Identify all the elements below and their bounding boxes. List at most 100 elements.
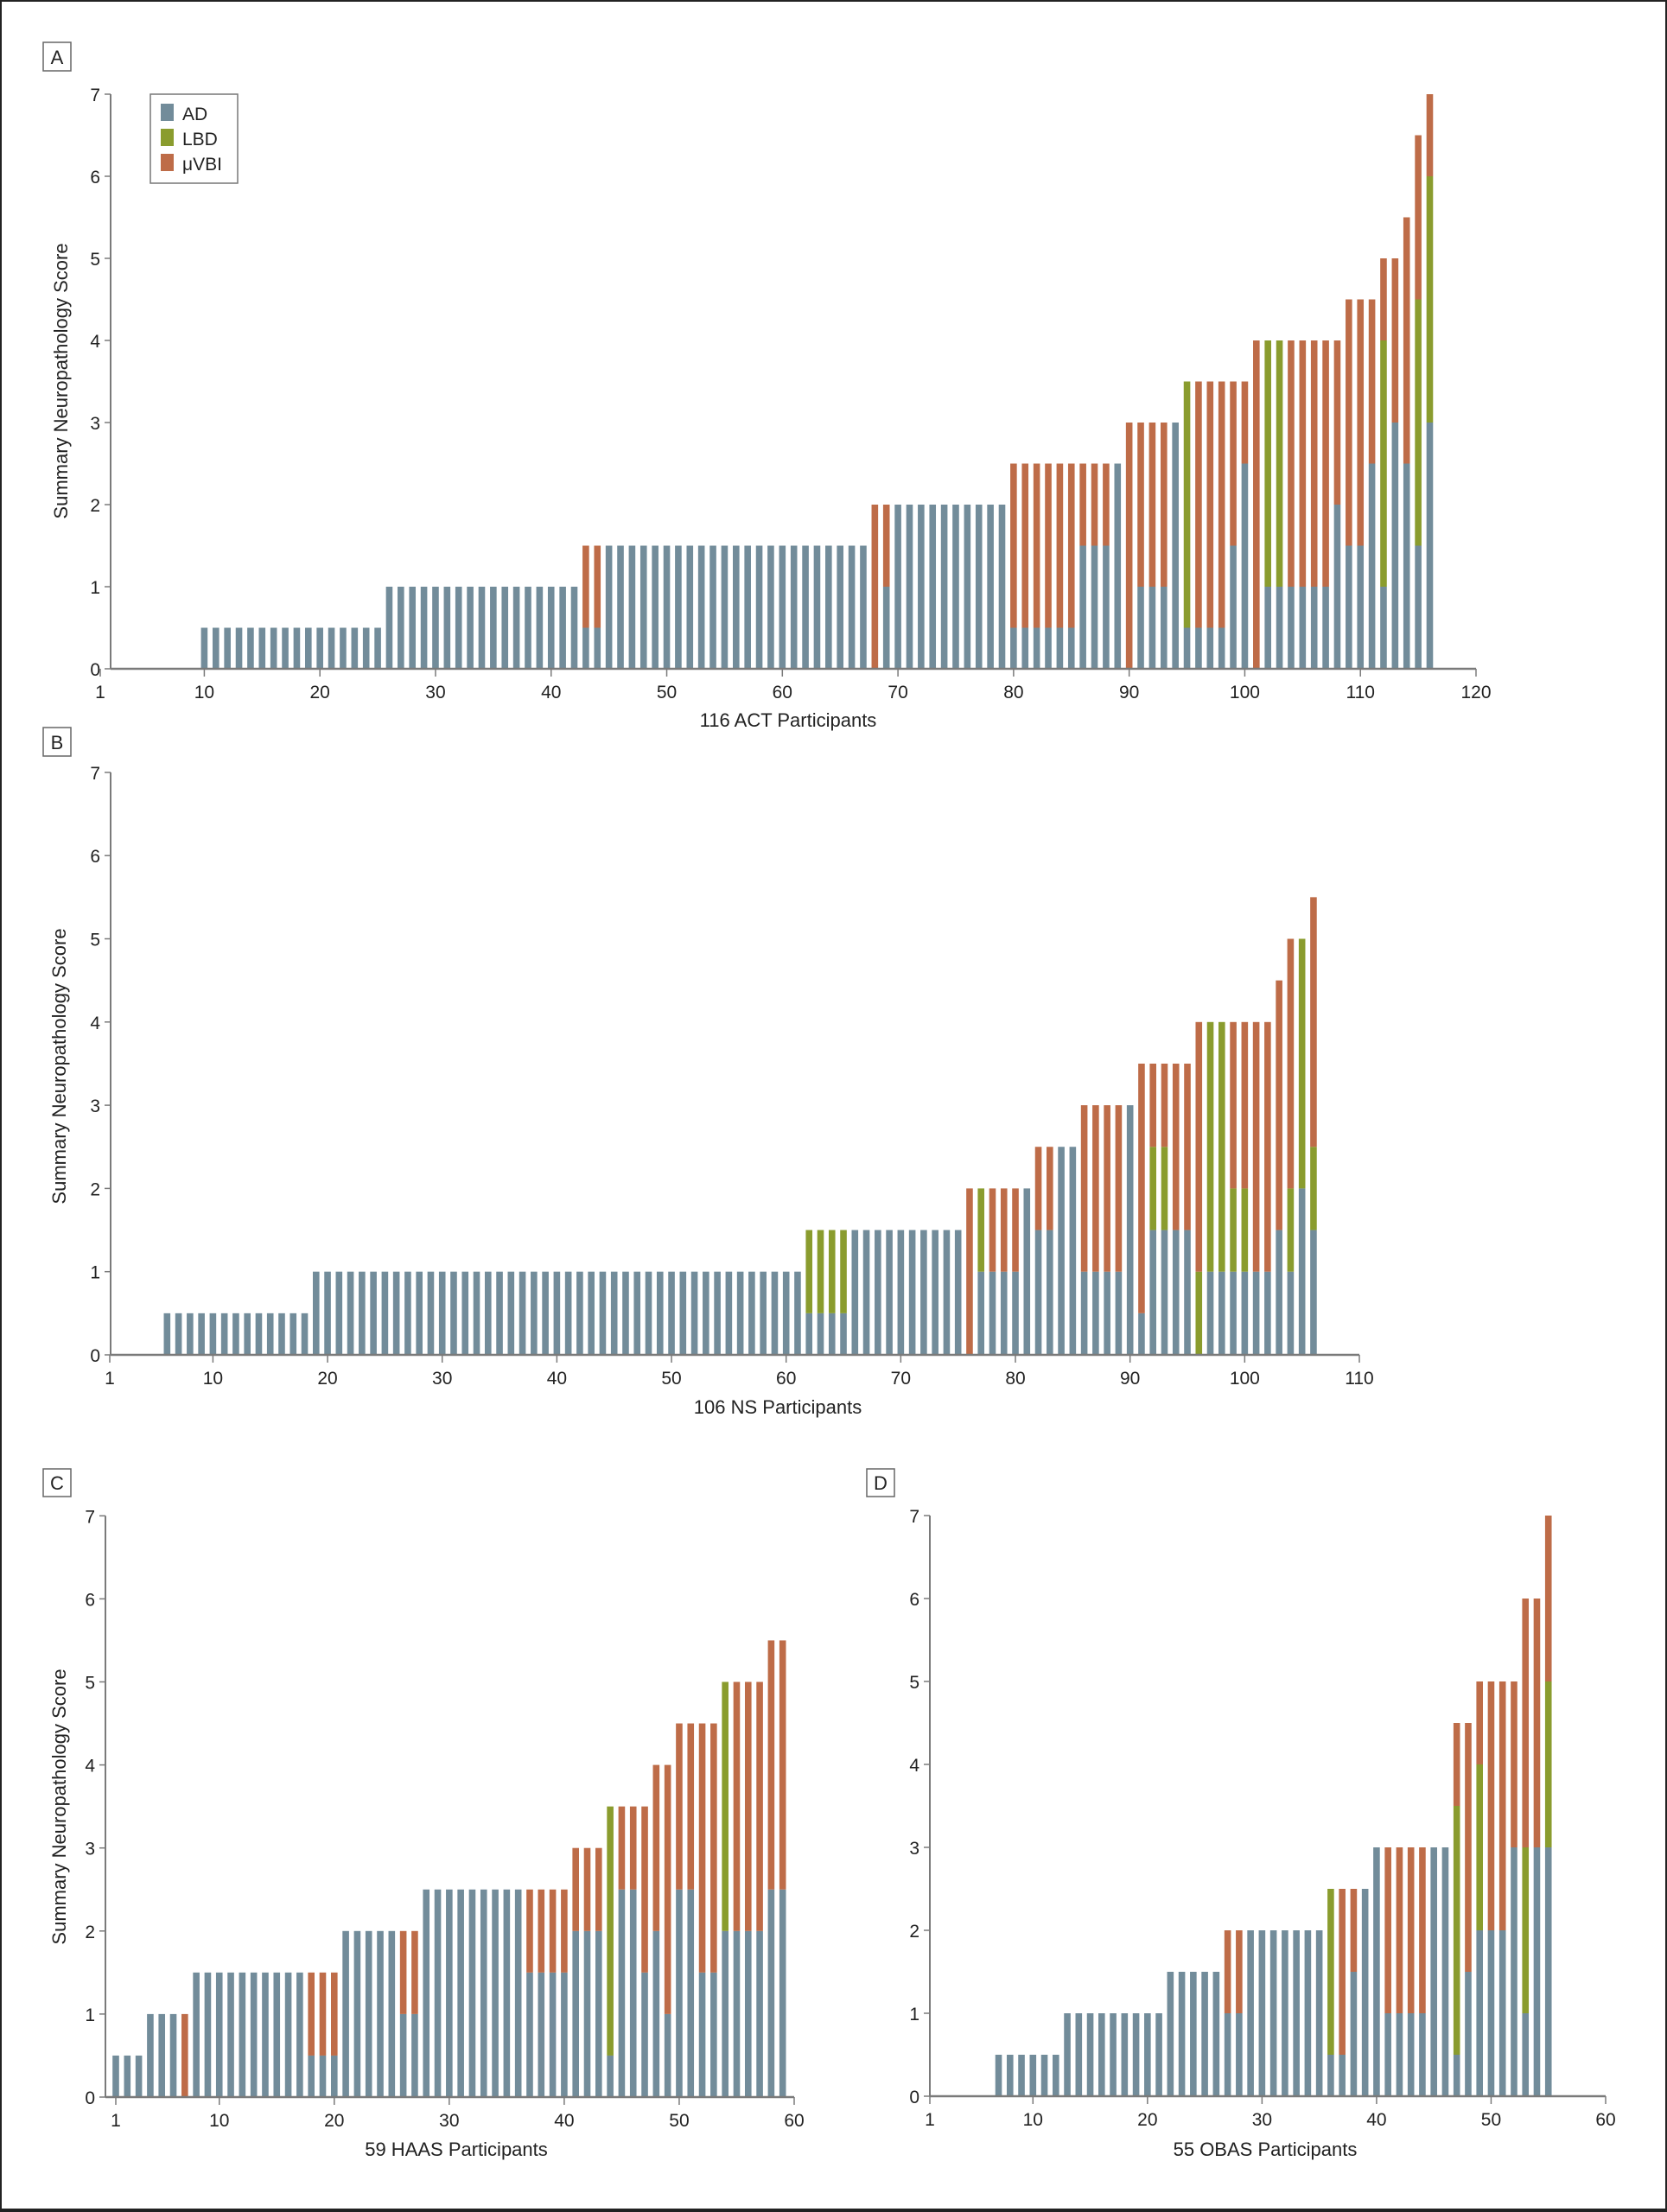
bar-segment-ad (362, 627, 370, 669)
bar-segment-ad (270, 627, 277, 669)
bar-segment-ad (1053, 2055, 1059, 2096)
participant-bar (1067, 463, 1075, 669)
participant-bar (964, 505, 971, 669)
participant-bar (767, 1640, 775, 2097)
bar-segment-ad (514, 1889, 522, 2097)
participant-bar (1104, 1105, 1110, 1355)
participant-bar (1218, 381, 1225, 669)
y-tick-label: 3 (85, 1840, 95, 1859)
bar-segment-ad (897, 1230, 905, 1355)
participant-bar (1184, 1063, 1191, 1355)
participant-bar (250, 1972, 258, 2097)
bar-segment-lbd (817, 1230, 824, 1313)
participant-bar (347, 1271, 354, 1355)
bar-segment-ad (353, 1930, 361, 2097)
x-tick-label: 1 (925, 2110, 935, 2130)
y-tick-label: 4 (909, 1756, 919, 1776)
bar-segment-ad (1391, 423, 1399, 669)
x-tick-label: 60 (1595, 2110, 1615, 2130)
participant-bar (409, 587, 417, 669)
bar-segment-ad (848, 545, 856, 669)
bar-segment-ad (239, 1972, 246, 2097)
bar-segment-ad (1298, 1188, 1306, 1355)
bar-segment-lbd (1426, 176, 1434, 423)
bar-segment-ad (1126, 1105, 1134, 1355)
participant-bar (995, 2055, 1002, 2096)
bar-segment-ad (1357, 545, 1365, 669)
bar-segment-ad (480, 1889, 487, 2097)
x-tick-label: 10 (1023, 2110, 1043, 2130)
participant-bar (301, 1313, 309, 1355)
participant-bar (564, 1271, 572, 1355)
participant-bar (1282, 1930, 1288, 2096)
bar-segment-ad (767, 545, 774, 669)
participant-bar (722, 1681, 729, 2097)
x-tick-label: 110 (1346, 683, 1374, 702)
participant-bar (312, 1271, 320, 1355)
bar-segment-ad (1276, 587, 1283, 669)
participant-bar (594, 545, 601, 669)
bar-segment-ad (347, 1271, 354, 1355)
legend-swatch-lbd (161, 129, 174, 146)
participant-bar (1241, 381, 1249, 669)
participant-bar (1160, 423, 1168, 669)
bar-segment-ad (450, 1271, 457, 1355)
bar-segment-ad (1269, 1930, 1277, 2096)
bar-segment-uvbi (1230, 1021, 1237, 1189)
bar-segment-ad (461, 1271, 469, 1355)
bar-segment-ad (664, 2013, 671, 2097)
x-tick-label: 40 (1366, 2110, 1386, 2130)
participant-bar (193, 1972, 200, 2097)
participant-bar (733, 545, 740, 669)
y-tick-label: 7 (85, 1507, 95, 1527)
bar-segment-ad (1091, 545, 1098, 669)
bar-segment-ad (1138, 1313, 1145, 1355)
participant-bar (258, 627, 266, 669)
participant-bar (952, 505, 959, 669)
bar-segment-ad (989, 1271, 996, 1355)
bar-segment-ad (1544, 1847, 1552, 2096)
bar-segment-ad (124, 2055, 131, 2097)
bar-segment-ad (790, 545, 798, 669)
participant-bar (1339, 1889, 1346, 2096)
participant-bar (526, 1889, 533, 2097)
participant-bar (1167, 1972, 1174, 2096)
participant-bar (1183, 381, 1191, 669)
bar-segment-uvbi (1391, 258, 1399, 423)
bar-segment-uvbi (710, 1723, 717, 1973)
participant-bar (697, 545, 705, 669)
bar-segment-uvbi (582, 545, 589, 628)
bar-segment-ad (244, 1313, 251, 1355)
participant-bar (929, 505, 937, 669)
y-tick-label: 6 (85, 1590, 95, 1610)
y-tick-label: 2 (85, 1923, 95, 1942)
participant-bar (1114, 463, 1122, 669)
participant-bar (1056, 463, 1064, 669)
bar-segment-ad (1310, 1230, 1317, 1355)
participant-bar (351, 627, 359, 669)
bar-segment-ad (398, 587, 404, 669)
y-tick-label: 1 (909, 2005, 919, 2024)
participant-bar (1224, 1930, 1231, 2096)
bar-segment-uvbi (1310, 897, 1317, 1147)
participant-bar (629, 1806, 637, 2097)
participant-bar (605, 545, 613, 669)
participant-bar (561, 1889, 568, 2097)
participant-bar (1544, 1516, 1552, 2096)
participant-bar (748, 1271, 755, 1355)
participant-bar (882, 505, 890, 669)
bar-segment-ad (570, 587, 578, 669)
participant-bar (802, 545, 809, 669)
bar-segment-ad (163, 1313, 171, 1355)
participant-bar (1195, 381, 1202, 669)
bar-segment-ad (388, 1930, 396, 2097)
bar-segment-ad (1115, 1271, 1123, 1355)
panel-letter: A (51, 47, 64, 68)
bar-segment-ad (583, 1930, 591, 2097)
participant-bar (1361, 1889, 1369, 2096)
participant-bar (1212, 1972, 1220, 2096)
panel-c: C Summary Neuropathology Score 59 HAAS P… (42, 1468, 805, 2160)
bar-segment-ad (232, 1313, 239, 1355)
bar-segment-ad (484, 1271, 492, 1355)
